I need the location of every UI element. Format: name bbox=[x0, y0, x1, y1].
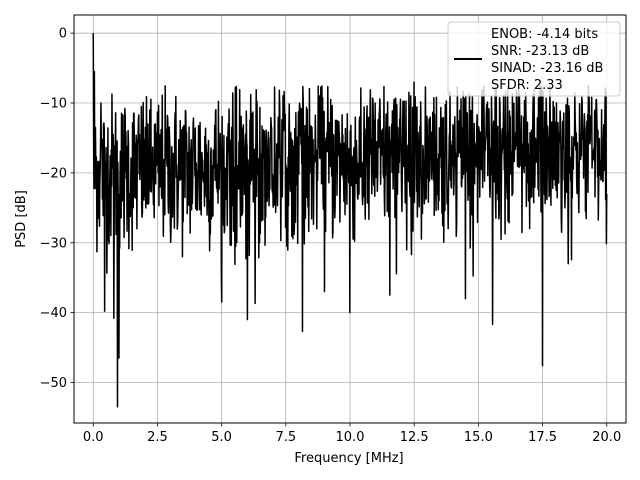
y-tick-label: −20 bbox=[40, 166, 67, 181]
x-axis-label: Frequency [MHz] bbox=[294, 451, 403, 466]
x-tick-label: 0.0 bbox=[83, 430, 104, 445]
x-tick-label: 12.5 bbox=[400, 430, 429, 445]
legend-snr: SNR: -23.13 dB bbox=[491, 44, 589, 59]
x-axis-ticks: 0.0 2.5 5.0 7.5 10.0 12.5 15.0 17.5 20.0 bbox=[83, 423, 621, 445]
x-tick-label: 15.0 bbox=[464, 430, 493, 445]
y-tick-label: −10 bbox=[40, 97, 67, 112]
y-tick-label: −30 bbox=[40, 236, 67, 251]
x-tick-label: 5.0 bbox=[211, 430, 232, 445]
x-tick-label: 20.0 bbox=[592, 430, 621, 445]
y-axis-label: PSD [dB] bbox=[14, 190, 29, 248]
legend: ENOB: -4.14 bits SNR: -23.13 dB SINAD: -… bbox=[447, 21, 621, 97]
legend-sinad: SINAD: -23.16 dB bbox=[491, 61, 603, 76]
legend-sfdr: SFDR: 2.33 bbox=[491, 78, 563, 93]
y-axis-ticks: 0 −10 −20 −30 −40 −50 bbox=[40, 27, 74, 391]
legend-box bbox=[447, 21, 621, 97]
x-tick-label: 17.5 bbox=[528, 430, 557, 445]
y-tick-label: 0 bbox=[59, 27, 67, 42]
x-tick-label: 10.0 bbox=[336, 430, 365, 445]
x-tick-label: 7.5 bbox=[275, 430, 296, 445]
y-tick-label: −40 bbox=[40, 306, 67, 321]
x-tick-label: 2.5 bbox=[147, 430, 168, 445]
y-tick-label: −50 bbox=[40, 376, 67, 391]
psd-trace bbox=[92, 33, 608, 408]
psd-line bbox=[92, 33, 608, 408]
legend-enob: ENOB: -4.14 bits bbox=[491, 27, 598, 42]
